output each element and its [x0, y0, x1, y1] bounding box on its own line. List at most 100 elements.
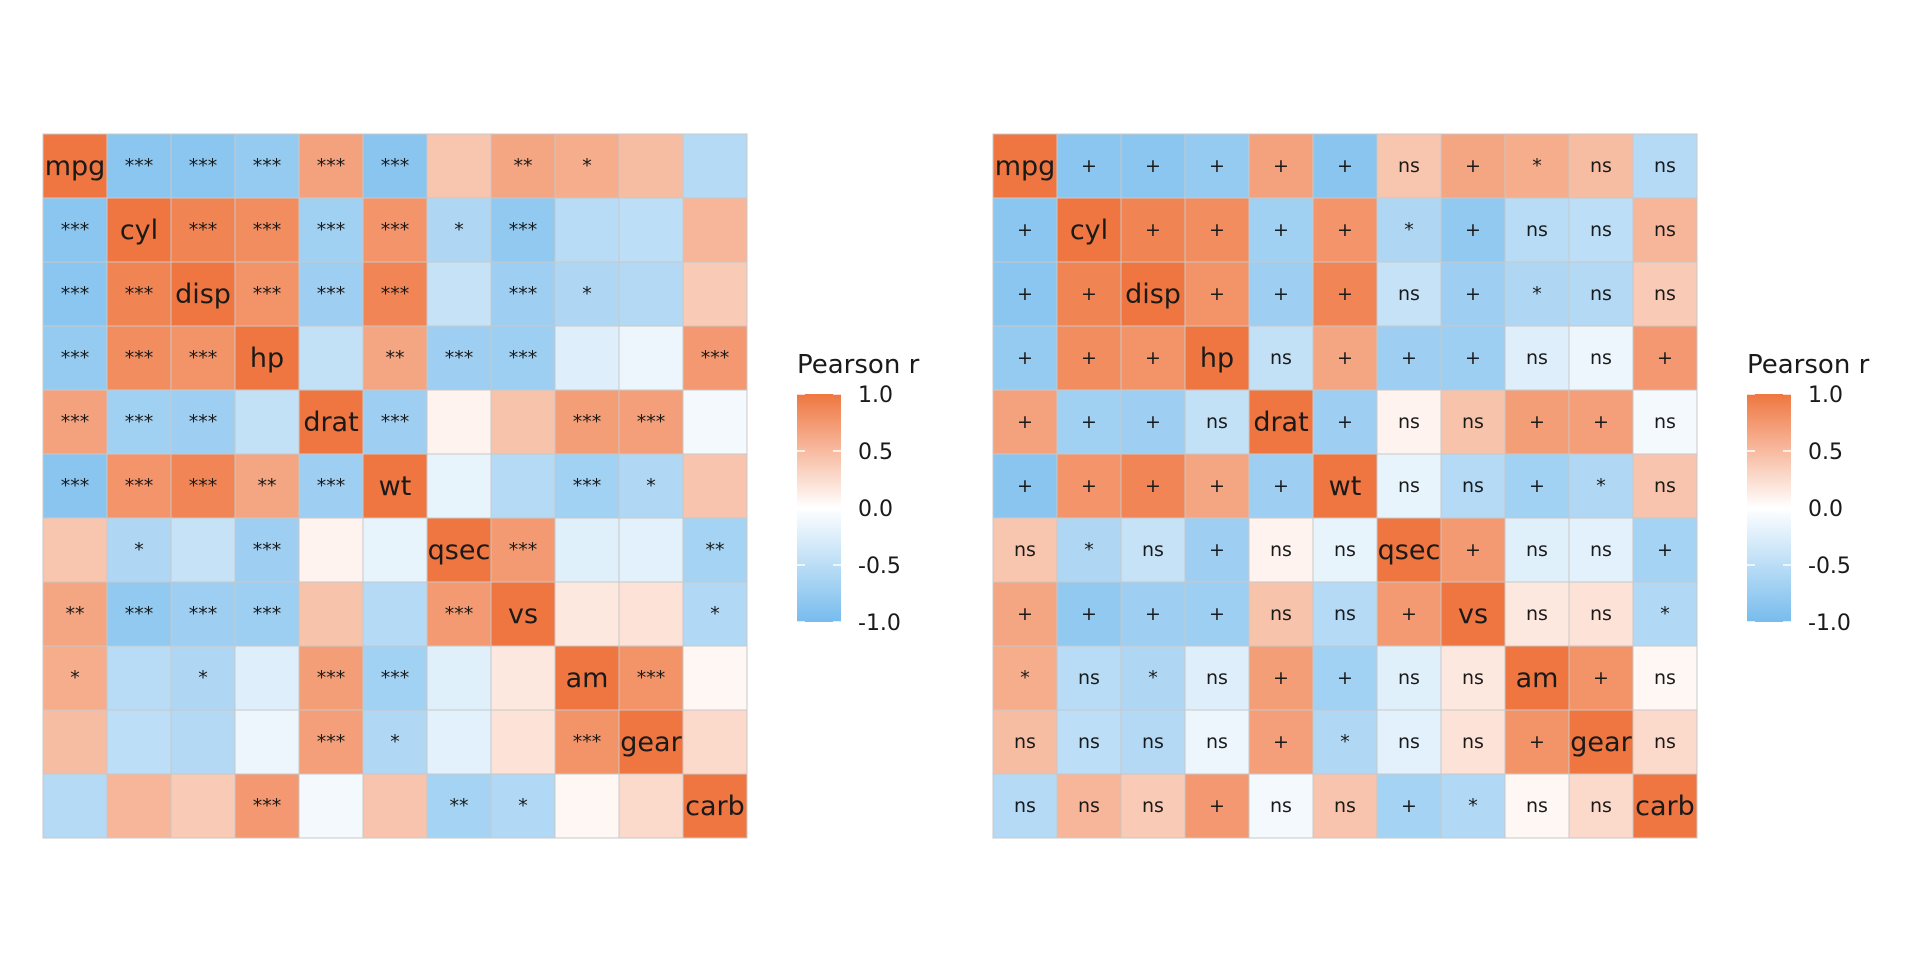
heatmap-cell-disp-hp: [1184, 261, 1250, 327]
significance-label: +: [1209, 475, 1225, 497]
significance-label: **: [258, 475, 277, 497]
heatmap-cell-gear-cyl: [1056, 709, 1122, 775]
significance-label: *: [646, 475, 656, 497]
heatmap-cell-gear-gear: [618, 709, 684, 775]
significance-label: **: [514, 155, 533, 177]
variable-label: vs: [508, 599, 538, 630]
heatmap-cell-qsec-gear: [1568, 517, 1634, 583]
significance-label: ns: [1398, 155, 1420, 177]
significance-label: ***: [317, 283, 346, 305]
significance-label: +: [1273, 155, 1289, 177]
significance-label: *: [1532, 155, 1542, 177]
significance-label: +: [1081, 475, 1097, 497]
significance-label: ***: [61, 475, 90, 497]
significance-label: *: [1020, 667, 1030, 689]
significance-label: +: [1465, 539, 1481, 561]
significance-label: +: [1465, 155, 1481, 177]
significance-label: +: [1145, 219, 1161, 241]
heatmap-cell-mpg-drat: [1248, 133, 1314, 199]
significance-label: ns: [1590, 219, 1612, 241]
variable-label: mpg: [45, 151, 106, 182]
heatmap-cell-qsec-cyl: [106, 517, 172, 583]
heatmap-cell-gear-qsec: [1376, 709, 1442, 775]
heatmap-cell-gear-carb: [682, 709, 748, 775]
significance-label: *: [1468, 795, 1478, 817]
significance-label: *: [582, 283, 592, 305]
significance-label: ***: [317, 667, 346, 689]
significance-label: +: [1145, 603, 1161, 625]
significance-label: +: [1657, 347, 1673, 369]
heatmap-cell-drat-qsec: [1376, 389, 1442, 455]
heatmap-cell-hp-hp: [1184, 325, 1250, 391]
heatmap-cell-carb-hp: [1184, 773, 1250, 839]
significance-label: +: [1209, 155, 1225, 177]
significance-label: *: [1660, 603, 1670, 625]
heatmap-cell-gear-mpg: [992, 709, 1058, 775]
heatmap-cell-cyl-gear: [1568, 197, 1634, 263]
significance-label: **: [386, 347, 405, 369]
significance-label: +: [1273, 475, 1289, 497]
significance-label: ns: [1654, 667, 1676, 689]
heatmap-cell-drat-cyl: [1056, 389, 1122, 455]
variable-label: carb: [685, 791, 745, 822]
significance-label: +: [1401, 603, 1417, 625]
heatmap-cell-vs-hp: [234, 581, 300, 647]
heatmap-cell-vs-vs: [1440, 581, 1506, 647]
significance-label: **: [66, 603, 85, 625]
significance-label: ns: [1270, 795, 1292, 817]
significance-label: *: [1404, 219, 1414, 241]
significance-label: +: [1465, 219, 1481, 241]
significance-label: ns: [1590, 155, 1612, 177]
heatmap-cell-disp-gear: [618, 261, 684, 327]
significance-label: ***: [125, 155, 154, 177]
heatmap-cell-am-vs: [1440, 645, 1506, 711]
heatmap-cell-carb-drat: [1248, 773, 1314, 839]
heatmap-cell-cyl-am: [554, 197, 620, 263]
significance-label: ***: [125, 283, 154, 305]
heatmap-cell-gear-mpg: [42, 709, 108, 775]
heatmap-cell-carb-drat: [298, 773, 364, 839]
heatmap-cell-am-carb: [1632, 645, 1698, 711]
heatmap-cell-drat-vs: [490, 389, 556, 455]
significance-label: +: [1401, 795, 1417, 817]
heatmap-cell-disp-gear: [1568, 261, 1634, 327]
significance-label: ***: [253, 603, 282, 625]
significance-label: *: [198, 667, 208, 689]
heatmap-cell-wt-disp: [1120, 453, 1186, 519]
significance-label: ns: [1142, 795, 1164, 817]
variable-label: hp: [250, 343, 284, 374]
significance-label: ns: [1654, 475, 1676, 497]
significance-label: +: [1145, 155, 1161, 177]
significance-label: ns: [1526, 347, 1548, 369]
significance-label: ns: [1654, 731, 1676, 753]
variable-label: drat: [1253, 407, 1308, 438]
significance-label: +: [1593, 667, 1609, 689]
significance-label: ns: [1206, 731, 1228, 753]
heatmap-cell-mpg-am: [1504, 133, 1570, 199]
significance-label: +: [1465, 283, 1481, 305]
heatmap-cell-cyl-wt: [362, 197, 428, 263]
colorbar-tick-label: -1.0: [858, 611, 901, 636]
significance-label: +: [1593, 411, 1609, 433]
variable-label: disp: [175, 279, 231, 310]
heatmap-cell-mpg-vs: [1440, 133, 1506, 199]
significance-label: ***: [189, 347, 218, 369]
significance-label: ns: [1398, 667, 1420, 689]
colorbar-tick-label: 0.0: [1808, 497, 1843, 522]
heatmap-cell-drat-am: [554, 389, 620, 455]
heatmap-cell-am-vs: [490, 645, 556, 711]
heatmap-cell-vs-disp: [1120, 581, 1186, 647]
heatmap-cell-drat-disp: [1120, 389, 1186, 455]
heatmap-cell-mpg-mpg: [42, 133, 108, 199]
significance-label: ***: [125, 603, 154, 625]
significance-label: ns: [1462, 731, 1484, 753]
significance-label: ns: [1398, 411, 1420, 433]
significance-label: +: [1529, 475, 1545, 497]
significance-label: +: [1145, 411, 1161, 433]
variable-label: qsec: [1378, 535, 1441, 566]
heatmap-cell-qsec-vs: [490, 517, 556, 583]
significance-label: ***: [125, 475, 154, 497]
heatmap-cell-vs-carb: [1632, 581, 1698, 647]
heatmap-cell-hp-wt: [1312, 325, 1378, 391]
heatmap-cell-gear-vs: [490, 709, 556, 775]
